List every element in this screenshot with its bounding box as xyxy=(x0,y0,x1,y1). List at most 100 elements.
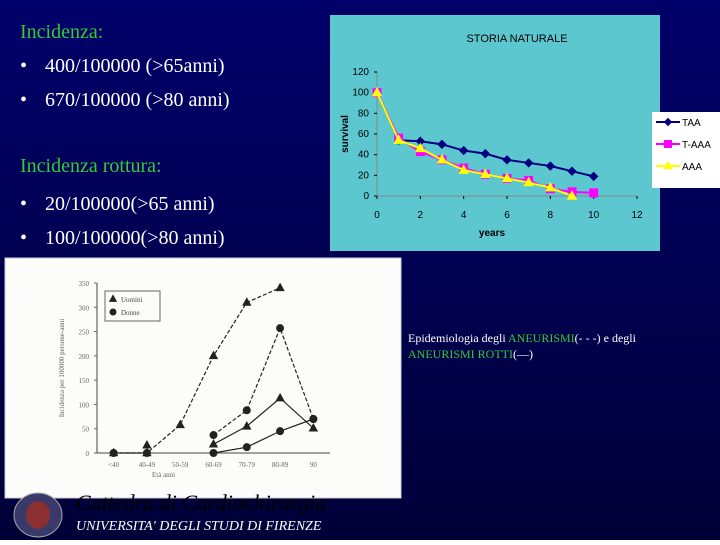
series-line xyxy=(213,397,314,445)
incidence-item: 670/100000 (>80 anni) xyxy=(45,89,230,111)
legend-label: TAA xyxy=(682,118,701,129)
marker xyxy=(209,449,218,457)
y-tick-label: 80 xyxy=(358,108,370,119)
caption: ANEURISMI ROTTI(—) xyxy=(408,347,533,361)
x-tick-label: 10 xyxy=(588,210,600,221)
marker xyxy=(436,153,448,164)
y-tick-label: 150 xyxy=(79,377,90,385)
marker xyxy=(109,449,118,457)
marker xyxy=(480,168,491,178)
marker xyxy=(589,188,599,198)
marker xyxy=(566,190,578,200)
marker xyxy=(209,431,218,440)
x-tick-label: 90 xyxy=(310,461,318,469)
x-tick-label: 6 xyxy=(504,210,510,221)
y-tick-label: 350 xyxy=(79,280,90,288)
x-tick-label: 50-59 xyxy=(172,461,189,469)
caption-part: ANEURISMI xyxy=(508,331,575,345)
legend-box xyxy=(652,112,720,188)
bullet: • xyxy=(20,227,27,249)
marker xyxy=(664,140,672,148)
y-tick-label: 100 xyxy=(352,88,369,99)
x-axis-label: years xyxy=(479,228,506,239)
chart-title: STORIA NATURALE xyxy=(466,33,567,45)
marker xyxy=(567,166,577,176)
marker xyxy=(588,171,599,182)
x-tick-label: 0 xyxy=(374,210,380,221)
x-tick-label: 12 xyxy=(631,210,643,221)
legend-label: AAA xyxy=(682,162,702,173)
y-tick-label: 50 xyxy=(82,426,90,434)
footer-department: Cattedra di Cardiochirurgia xyxy=(76,490,326,515)
marker xyxy=(415,142,426,153)
x-tick-label: 70-79 xyxy=(239,461,256,469)
emblem xyxy=(13,492,63,538)
marker xyxy=(663,160,673,170)
rupture-item: 100/100000(>80 anni) xyxy=(45,227,225,249)
marker xyxy=(275,392,285,402)
marker xyxy=(242,297,252,306)
marker xyxy=(502,155,512,165)
marker xyxy=(437,139,447,150)
incidence-title: Incidenza: xyxy=(20,21,103,43)
legend-label: Donne xyxy=(121,309,140,317)
marker xyxy=(108,294,118,302)
marker xyxy=(393,134,404,144)
x-axis-label: Età anni xyxy=(152,471,175,479)
y-tick-label: 200 xyxy=(79,353,90,361)
series-line xyxy=(113,418,314,454)
y-axis-label: survival xyxy=(340,115,351,153)
marker xyxy=(371,86,383,97)
y-tick-label: 0 xyxy=(86,450,90,458)
marker xyxy=(142,449,151,457)
x-tick-label: 8 xyxy=(548,210,554,221)
marker xyxy=(458,145,469,156)
x-tick-label: 80-89 xyxy=(272,461,289,469)
y-tick-label: 300 xyxy=(79,304,90,312)
caption-part: ANEURISMI ROTTI xyxy=(408,347,513,361)
x-tick-label: <40 xyxy=(108,461,119,469)
x-tick-label: 60-69 xyxy=(205,461,222,469)
footer-university: UNIVERSITA' DEGLI STUDI DI FIRENZE xyxy=(76,519,322,534)
marker xyxy=(242,406,251,415)
x-tick-label: 40-49 xyxy=(139,461,156,469)
y-tick-label: 120 xyxy=(352,67,369,78)
x-tick-label: 2 xyxy=(418,210,424,221)
marker xyxy=(276,324,285,333)
caption-part: (- - -) e degli xyxy=(575,331,637,345)
marker xyxy=(242,443,251,452)
caption-part: Epidemiologia degli xyxy=(408,331,508,345)
marker xyxy=(175,419,185,429)
rupture-item: 20/100000(>65 anni) xyxy=(45,193,215,215)
y-tick-label: 60 xyxy=(358,129,370,140)
marker xyxy=(545,161,556,171)
legend-label: T-AAA xyxy=(682,140,711,151)
y-tick-label: 40 xyxy=(358,150,370,161)
marker xyxy=(458,164,469,174)
marker xyxy=(275,282,285,292)
bullet: • xyxy=(20,89,27,111)
rupture-title: Incidenza rottura: xyxy=(20,155,162,177)
y-tick-label: 0 xyxy=(363,191,369,202)
marker xyxy=(208,439,219,448)
bullet: • xyxy=(20,55,27,77)
marker xyxy=(523,158,534,168)
y-tick-label: 250 xyxy=(79,329,90,337)
series-line xyxy=(376,92,573,197)
y-tick-label: 20 xyxy=(358,170,370,181)
x-tick-label: 4 xyxy=(461,210,467,221)
marker xyxy=(523,176,534,187)
marker xyxy=(308,422,319,432)
marker xyxy=(109,308,117,316)
marker xyxy=(142,439,152,449)
caption: Epidemiologia degli ANEURISMI(- - -) e d… xyxy=(408,331,637,345)
marker xyxy=(545,181,556,192)
marker xyxy=(480,148,491,159)
chart-background xyxy=(330,15,660,251)
bullet: • xyxy=(20,193,27,215)
marker xyxy=(242,421,252,430)
y-tick-label: 100 xyxy=(79,401,90,409)
y-axis-label: Incidenza per 100000 persone-anni xyxy=(58,319,66,418)
